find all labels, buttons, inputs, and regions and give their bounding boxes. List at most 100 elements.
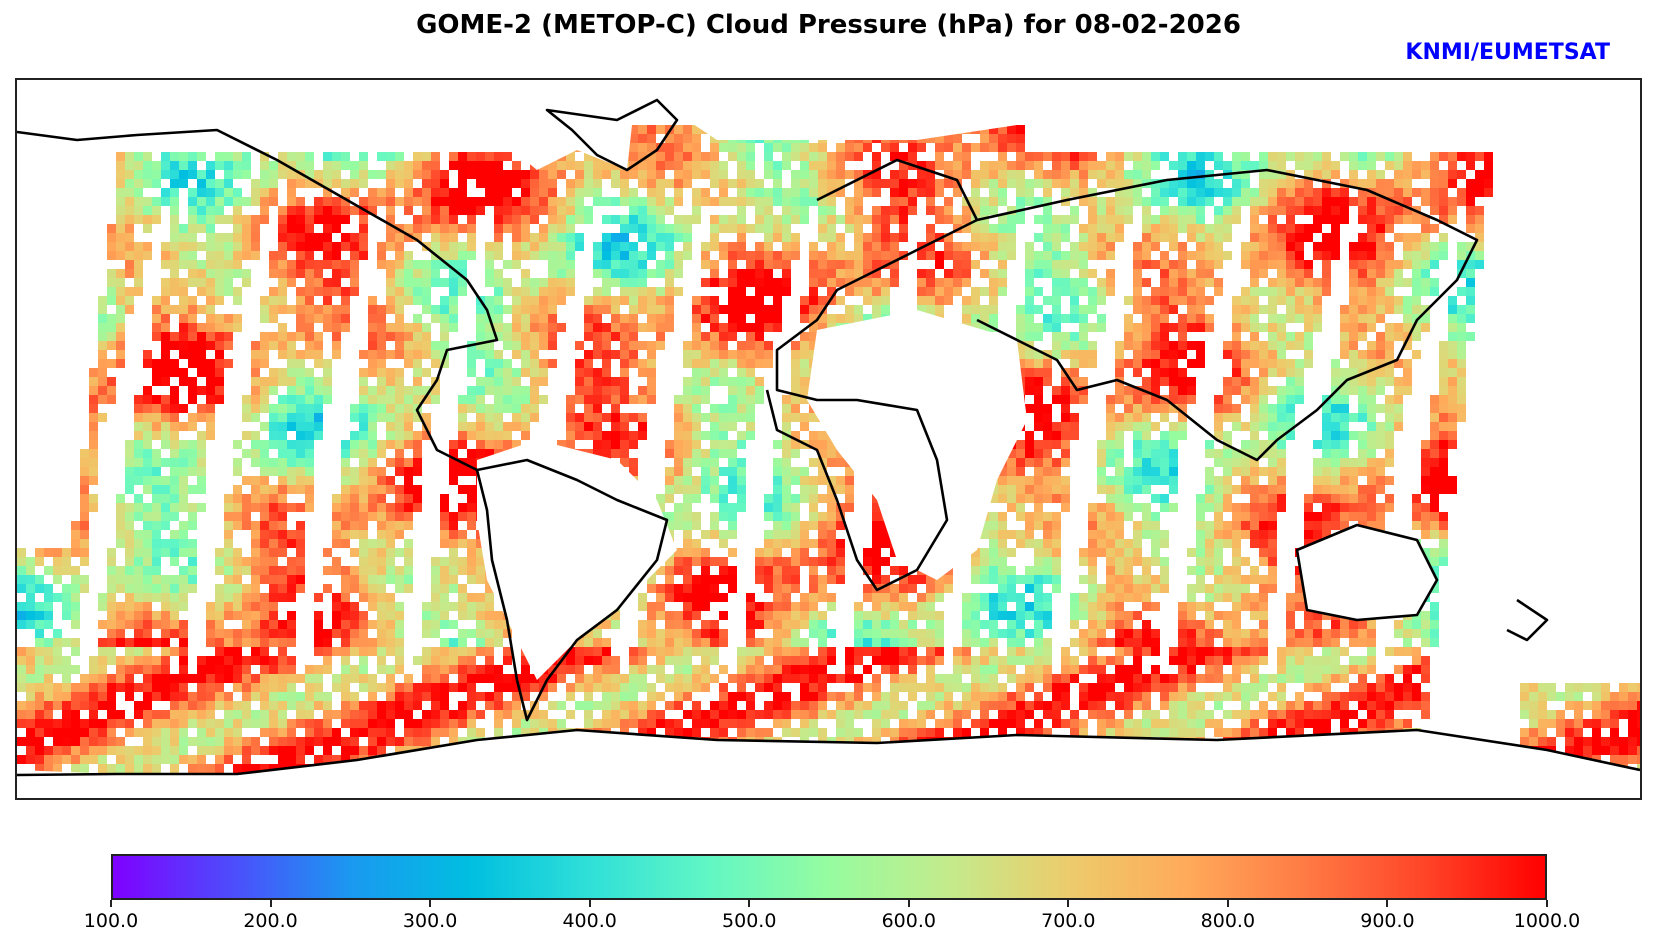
pixel-cell (1151, 314, 1160, 323)
pixel-cell (1052, 269, 1061, 278)
pixel-cell (269, 404, 278, 413)
pixel-cell (1277, 161, 1286, 170)
pixel-cell (1079, 197, 1088, 206)
pixel-cell (1268, 368, 1277, 377)
pixel-cell (89, 494, 98, 503)
pixel-cell (611, 260, 620, 269)
pixel-cell (962, 206, 971, 215)
pixel-cell (260, 458, 269, 467)
pixel-cell (233, 287, 242, 296)
pixel-cell (332, 179, 341, 188)
pixel-cell (746, 161, 755, 170)
pixel-cell (1421, 449, 1430, 458)
pixel-cell (791, 350, 800, 359)
pixel-cell (629, 431, 638, 440)
pixel-cell (251, 449, 260, 458)
pixel-cell (1034, 161, 1043, 170)
pixel-cell (188, 314, 197, 323)
pixel-cell (935, 251, 944, 260)
pixel-cell (161, 413, 170, 422)
pixel-cell (476, 386, 485, 395)
pixel-cell (557, 251, 566, 260)
pixel-cell (1430, 179, 1439, 188)
pixel-cell (368, 314, 377, 323)
pixel-cell (1322, 467, 1331, 476)
pixel-cell (197, 404, 206, 413)
pixel-cell (980, 323, 989, 332)
pixel-cell (377, 440, 386, 449)
pixel-cell (656, 332, 665, 341)
pixel-cell (1025, 404, 1034, 413)
pixel-cell (755, 314, 764, 323)
pixel-cell (683, 170, 692, 179)
pixel-cell (593, 341, 602, 350)
pixel-cell (692, 305, 701, 314)
pixel-cell (1160, 539, 1169, 548)
pixel-cell (215, 323, 224, 332)
pixel-cell (557, 242, 566, 251)
pixel-cell (710, 197, 719, 206)
pixel-cell (152, 530, 161, 539)
pixel-cell (953, 188, 962, 197)
pixel-cell (710, 449, 719, 458)
pixel-cell (638, 224, 647, 233)
pixel-cell (152, 467, 161, 476)
pixel-cell (602, 260, 611, 269)
pixel-cell (170, 278, 179, 287)
pixel-cell (1421, 503, 1430, 512)
pixel-cell (1268, 512, 1277, 521)
pixel-cell (548, 224, 557, 233)
pixel-cell (1448, 314, 1457, 323)
pixel-cell (1430, 503, 1439, 512)
pixel-cell (1457, 404, 1466, 413)
pixel-cell (1187, 548, 1196, 557)
pixel-cell (1466, 179, 1475, 188)
pixel-cell (1439, 242, 1448, 251)
pixel-cell (1331, 359, 1340, 368)
pixel-cell (1457, 332, 1466, 341)
pixel-cell (296, 161, 305, 170)
pixel-cell (1457, 287, 1466, 296)
pixel-cell (17, 557, 26, 566)
pixel-cell (1178, 152, 1187, 161)
pixel-cell (1376, 359, 1385, 368)
pixel-cell (1124, 485, 1133, 494)
pixel-cell (1016, 350, 1025, 359)
pixel-cell (782, 494, 791, 503)
pixel-cell (1196, 161, 1205, 170)
pixel-cell (1160, 224, 1169, 233)
pixel-cell (692, 188, 701, 197)
pixel-cell (449, 557, 458, 566)
pixel-cell (1115, 422, 1124, 431)
pixel-cell (656, 260, 665, 269)
pixel-cell (1070, 305, 1079, 314)
pixel-cell (944, 143, 953, 152)
pixel-cell (332, 278, 341, 287)
pixel-cell (395, 494, 404, 503)
pixel-cell (1439, 422, 1448, 431)
pixel-cell (323, 548, 332, 557)
pixel-cell (1025, 485, 1034, 494)
pixel-cell (521, 395, 530, 404)
pixel-cell (413, 314, 422, 323)
pixel-cell (548, 341, 557, 350)
pixel-cell (575, 188, 584, 197)
pixel-cell (863, 296, 872, 305)
pixel-cell (512, 422, 521, 431)
pixel-cell (989, 197, 998, 206)
pixel-cell (1367, 251, 1376, 260)
pixel-cell (197, 386, 206, 395)
pixel-cell (881, 251, 890, 260)
pixel-cell (413, 458, 422, 467)
pixel-cell (1133, 467, 1142, 476)
pixel-cell (1394, 260, 1403, 269)
pixel-cell (1286, 152, 1295, 161)
pixel-cell (593, 431, 602, 440)
pixel-cell (143, 386, 152, 395)
pixel-cell (467, 170, 476, 179)
pixel-cell (638, 269, 647, 278)
pixel-cell (368, 368, 377, 377)
pixel-cell (1106, 449, 1115, 458)
pixel-cell (1430, 170, 1439, 179)
pixel-cell (1466, 161, 1475, 170)
